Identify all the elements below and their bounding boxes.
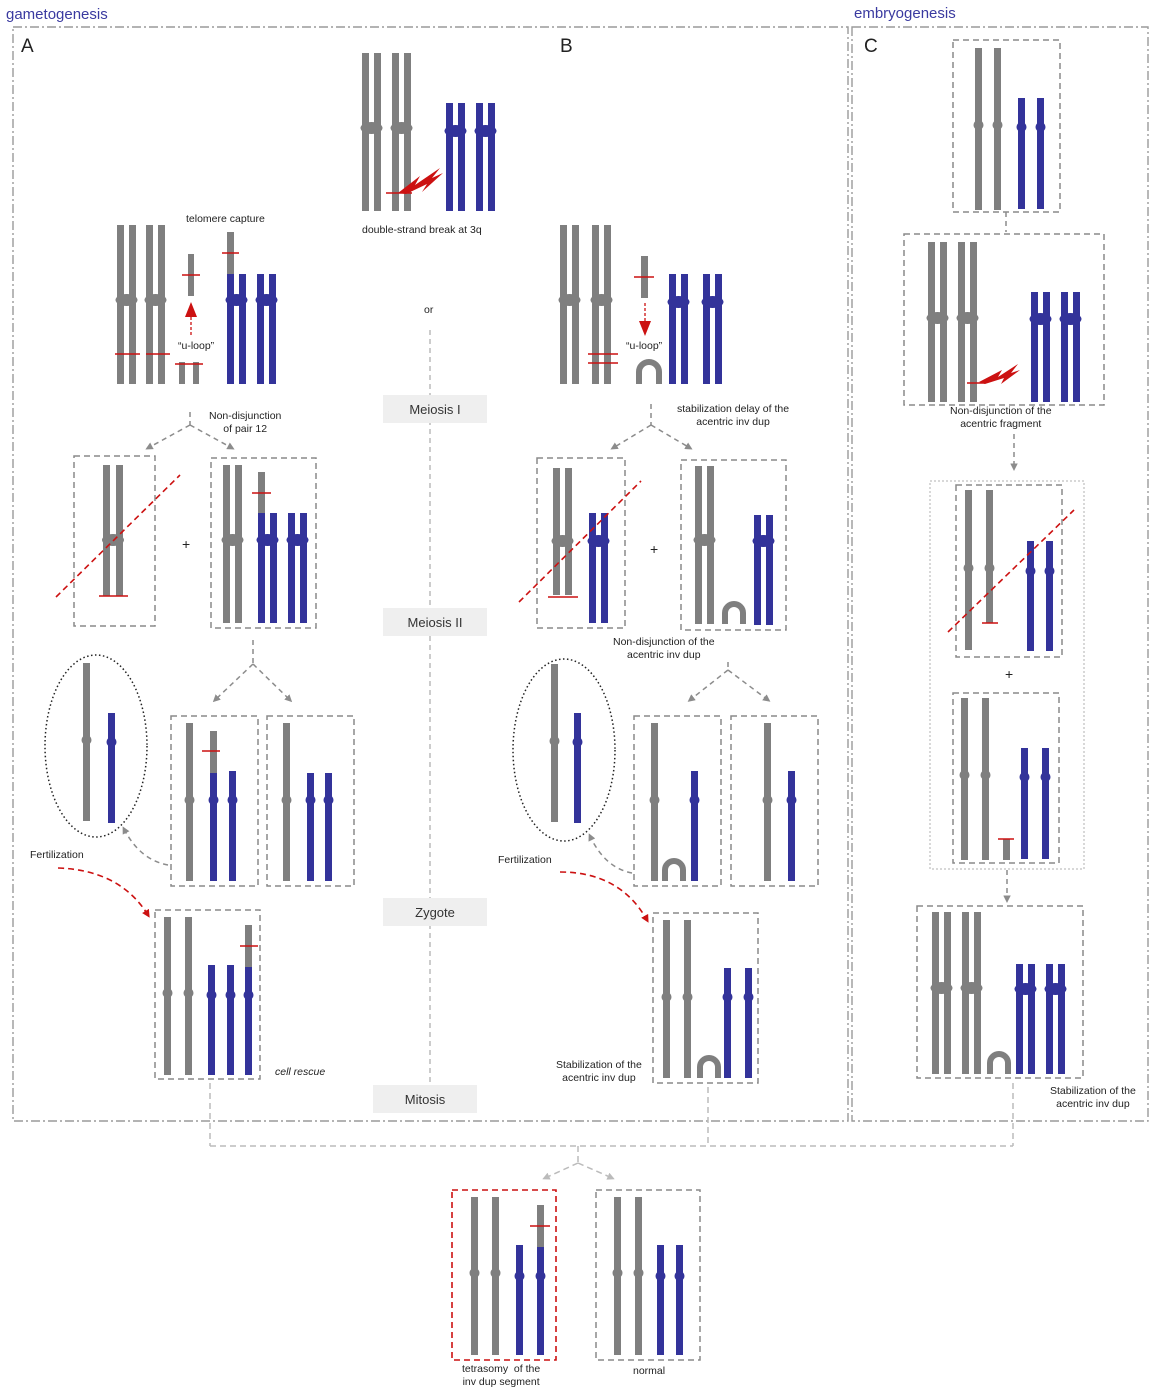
cell-rescue-label: cell rescue <box>275 1066 326 1078</box>
c-cell-bottom-box <box>952 692 1060 864</box>
c-final-box <box>916 905 1084 1079</box>
gametogenesis-frame <box>12 26 849 1122</box>
telomere-capture-label: telomere capture <box>186 213 265 225</box>
u-loop-label-a: “u-loop” <box>178 340 215 352</box>
nondisjunction-fragment-label: Non-disjunction of the acentric fragment <box>950 405 1052 430</box>
a-meiosis2-cell-left <box>170 715 259 887</box>
b-meiosis1-cell-right <box>680 459 787 631</box>
b-meiosis2-cell-left <box>633 715 722 887</box>
outcome-tetrasomy-box <box>451 1189 557 1361</box>
normal-label: normal <box>633 1365 666 1377</box>
a-meiosis1-cell-left <box>73 455 156 627</box>
b-zygote-box <box>652 912 759 1084</box>
u-loop-label-b: “u-loop” <box>626 340 663 352</box>
embryogenesis-frame <box>851 26 1149 1122</box>
outcome-normal-box <box>595 1189 701 1361</box>
b-meiosis1-cell-left <box>536 457 626 629</box>
dsb-label: double-strand break at 3q <box>362 224 482 236</box>
c-break-box <box>903 233 1105 406</box>
c-cell-top-box <box>955 484 1063 658</box>
gametogenesis-header: gametogenesis <box>6 6 108 23</box>
or-label: or <box>424 304 434 316</box>
stabilization-label-c: Stabilization of the acentric inv dup <box>1050 1085 1136 1110</box>
a-meiosis2-cell-right <box>266 715 355 887</box>
b-gamete-ellipse <box>512 658 616 842</box>
panel-label-b: B <box>560 36 573 57</box>
tetrasomy-label: tetrasomy of the inv dup segment <box>462 1363 541 1388</box>
plus-sign-a: + <box>182 536 191 552</box>
plus-sign-c: + <box>1005 666 1014 682</box>
stabilization-label-b: Stabilization of the acentric inv dup <box>556 1059 642 1084</box>
fertilization-label-a: Fertilization <box>30 849 84 861</box>
panel-label-c: C <box>864 36 878 57</box>
nondisjunction-pair12-label: Non-disjunction of pair 12 <box>209 410 282 435</box>
fertilization-label-b: Fertilization <box>498 854 552 866</box>
b-meiosis2-cell-right <box>730 715 819 887</box>
stage-zygote: Zygote <box>383 898 487 926</box>
stage-meiosis-1: Meiosis I <box>383 395 487 423</box>
a-meiosis1-cell-right <box>210 457 317 629</box>
stage-mitosis: Mitosis <box>373 1085 477 1113</box>
plus-sign-b: + <box>650 541 659 557</box>
nondisjunction-inv-dup-label: Non-disjunction of the acentric inv dup <box>613 636 715 661</box>
embryogenesis-header: embryogenesis <box>854 5 956 22</box>
embryo-division-frame <box>929 480 1085 870</box>
a-zygote-box <box>154 909 261 1080</box>
panel-label-a: A <box>21 36 34 57</box>
stabilization-delay-label: stabilization delay of the acentric inv … <box>677 403 790 428</box>
a-gamete-ellipse <box>44 654 148 838</box>
stage-meiosis-2: Meiosis II <box>383 608 487 636</box>
